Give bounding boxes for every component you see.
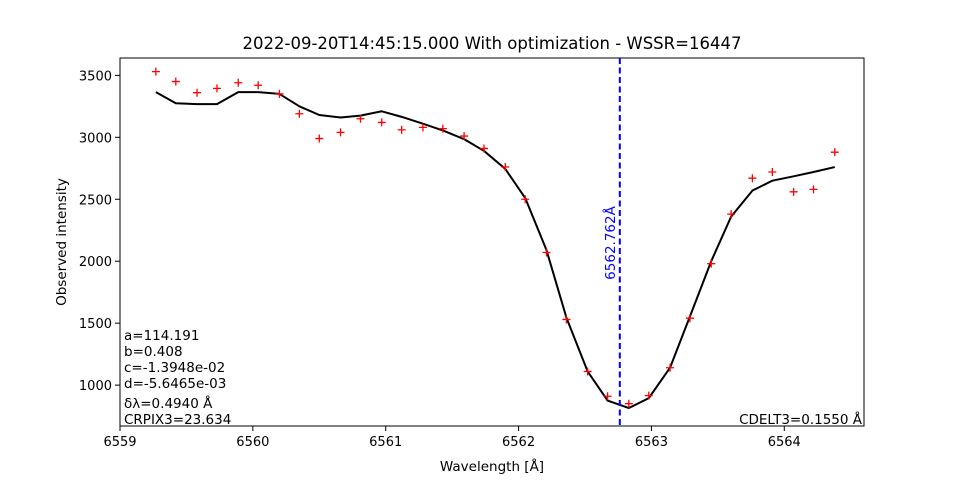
observed-point: [171, 77, 180, 86]
x-tick-label: 6561: [369, 435, 402, 450]
x-axis: 6559 6560 6561 6562 6563 6564: [103, 426, 801, 450]
param-a: a=114.191: [124, 328, 199, 344]
x-tick-label: 6560: [236, 435, 269, 450]
x-tick-label: 6559: [103, 435, 136, 450]
observed-point: [418, 123, 427, 132]
y-axis-label: Observed intensity: [54, 178, 70, 306]
observed-point: [521, 195, 530, 204]
param-b: b=0.408: [124, 344, 183, 360]
observed-point: [748, 174, 757, 183]
observed-point: [193, 88, 202, 97]
y-tick-label: 3500: [79, 69, 112, 84]
observed-point: [356, 114, 365, 123]
observed-point: [254, 81, 263, 90]
x-tick-label: 6563: [635, 435, 668, 450]
observed-point: [151, 67, 160, 76]
param-crpix3: CRPIX3=23.634: [124, 412, 231, 428]
x-tick-label: 6562: [502, 435, 535, 450]
x-tick-label: 6564: [768, 435, 801, 450]
observed-point: [624, 399, 633, 408]
observed-point: [685, 314, 694, 323]
x-axis-label: Wavelength [Å]: [440, 458, 544, 475]
center-line-group: 6562.762Å: [602, 58, 621, 426]
observed-point: [830, 148, 839, 157]
y-tick-label: 1500: [79, 317, 112, 332]
observed-point: [809, 185, 818, 194]
observed-point: [603, 392, 612, 401]
observed-point: [460, 132, 469, 141]
observed-point: [212, 84, 221, 93]
observed-point: [377, 118, 386, 127]
observed-point: [789, 187, 798, 196]
y-axis: 1000 1500 2000 2500 3000 3500: [79, 69, 120, 394]
chart-title: 2022-09-20T14:45:15.000 With optimizatio…: [243, 34, 742, 53]
observed-point: [501, 163, 510, 172]
observed-point: [315, 134, 324, 143]
observed-point: [480, 144, 489, 153]
y-tick-label: 1000: [79, 379, 112, 394]
fit-parameters: a=114.191 b=0.408 c=-1.3948e-02 d=-5.646…: [124, 328, 231, 428]
observed-point: [542, 248, 551, 257]
observed-point: [768, 167, 777, 176]
param-delta-lambda: δλ=0.4940 Å: [124, 395, 213, 412]
param-c: c=-1.3948e-02: [124, 360, 225, 376]
observed-point: [666, 363, 675, 372]
observed-point: [438, 124, 447, 133]
plot-frame: [119, 57, 865, 427]
observed-point: [644, 391, 653, 400]
observed-point: [707, 259, 716, 268]
observed-point: [295, 109, 304, 118]
observed-point: [397, 125, 406, 134]
observed-point: [727, 210, 736, 219]
y-tick-label: 2000: [79, 255, 112, 270]
param-d: d=-5.6465e-03: [124, 376, 226, 392]
param-cdelt3: CDELT3=0.1550 Å: [739, 411, 863, 428]
y-tick-label: 3000: [79, 131, 112, 146]
plot-area: [151, 67, 839, 410]
observed-point: [583, 367, 592, 376]
observed-point: [275, 89, 284, 98]
center-wavelength-label: 6562.762Å: [602, 205, 619, 279]
observed-point: [336, 128, 345, 137]
observed-point: [234, 78, 243, 87]
y-tick-label: 2500: [79, 193, 112, 208]
observed-point: [562, 315, 571, 324]
model-fit-line: [155, 91, 835, 410]
